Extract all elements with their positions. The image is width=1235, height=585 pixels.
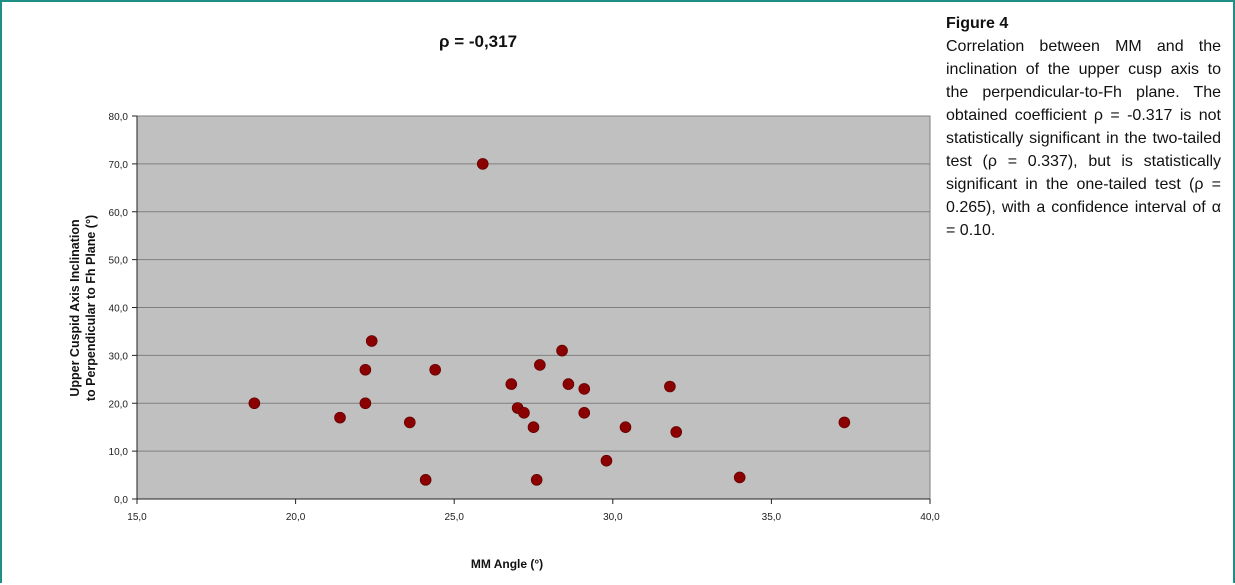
data-point — [419, 474, 432, 486]
y-tick-label: 70,0 — [109, 160, 129, 171]
data-point — [578, 407, 591, 419]
data-point — [619, 421, 632, 433]
data-point — [527, 421, 540, 433]
data-point — [476, 158, 489, 170]
data-point — [359, 363, 372, 376]
data-point — [403, 416, 416, 429]
y-tick-label: 30,0 — [109, 351, 129, 362]
figure-label: Figure 4 — [946, 15, 1009, 32]
y-tick-label: 60,0 — [109, 208, 129, 219]
y-tick-label: 40,0 — [109, 304, 129, 315]
y-tick-label: 20,0 — [109, 399, 129, 410]
axes — [132, 115, 931, 504]
y-axis-label-line-1: Upper Cuspid Axis Inclination — [68, 219, 82, 396]
data-point — [838, 416, 851, 429]
data-points — [248, 158, 851, 486]
caption-text: Correlation between MM and the inclinati… — [946, 38, 1221, 239]
figure-caption: Figure 4 Correlation between MM and the … — [946, 12, 1221, 242]
data-point — [334, 411, 346, 424]
data-point — [664, 380, 676, 393]
data-point — [248, 397, 261, 410]
data-point — [578, 383, 591, 395]
data-point — [359, 397, 372, 410]
y-tick-label: 10,0 — [109, 447, 129, 458]
data-point — [562, 378, 575, 390]
data-point — [365, 335, 378, 347]
x-tick-label: 25,0 — [444, 512, 464, 523]
x-axis-label: MM Angle (°) — [471, 557, 543, 571]
y-axis-label-line-2: to Perpendicular to Fh Plane (°) — [84, 215, 98, 401]
data-point — [429, 363, 441, 376]
gridlines — [137, 163, 930, 452]
data-point — [670, 426, 683, 438]
data-point — [534, 359, 546, 371]
y-axis-label: Upper Cuspid Axis Inclination to Perpend… — [68, 215, 98, 401]
chart-title: ρ = -0,317 — [439, 32, 517, 51]
data-point — [518, 407, 530, 419]
x-tick-label: 15,0 — [127, 512, 147, 523]
x-tick-label: 30,0 — [603, 512, 623, 523]
y-tick-label: 50,0 — [109, 256, 129, 267]
data-point — [600, 454, 613, 467]
y-tick-label: 0,0 — [114, 495, 128, 506]
x-tick-label: 40,0 — [920, 512, 940, 523]
data-point — [505, 378, 518, 390]
data-point — [556, 344, 568, 357]
scatter-chart: 0,0 10,0 20,0 30,0 40,0 50,0 60,0 70,0 80,0 15,0 2… — [68, 32, 940, 571]
y-tick-label: 80,0 — [109, 112, 129, 123]
data-point — [530, 474, 543, 486]
x-tick-label: 20,0 — [286, 512, 306, 523]
x-tick-label: 35,0 — [762, 512, 782, 523]
data-point — [733, 471, 746, 484]
tick-labels: 0,0 10,0 20,0 30,0 40,0 50,0 60,0 70,0 80,0 15,0 2… — [109, 112, 940, 523]
